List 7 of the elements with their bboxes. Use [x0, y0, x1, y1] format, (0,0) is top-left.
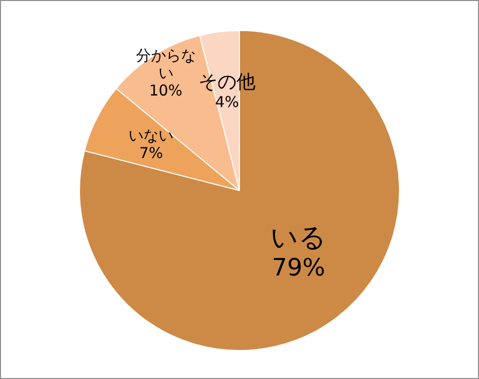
data-label: 10%	[149, 81, 182, 100]
data-label: 4%	[215, 92, 239, 111]
data-label: 7%	[139, 144, 164, 162]
data-label: 79%	[272, 253, 326, 282]
slice-label: いない	[128, 126, 174, 144]
slice-label: 分からない	[136, 46, 196, 82]
slice-label: いる	[270, 222, 327, 254]
